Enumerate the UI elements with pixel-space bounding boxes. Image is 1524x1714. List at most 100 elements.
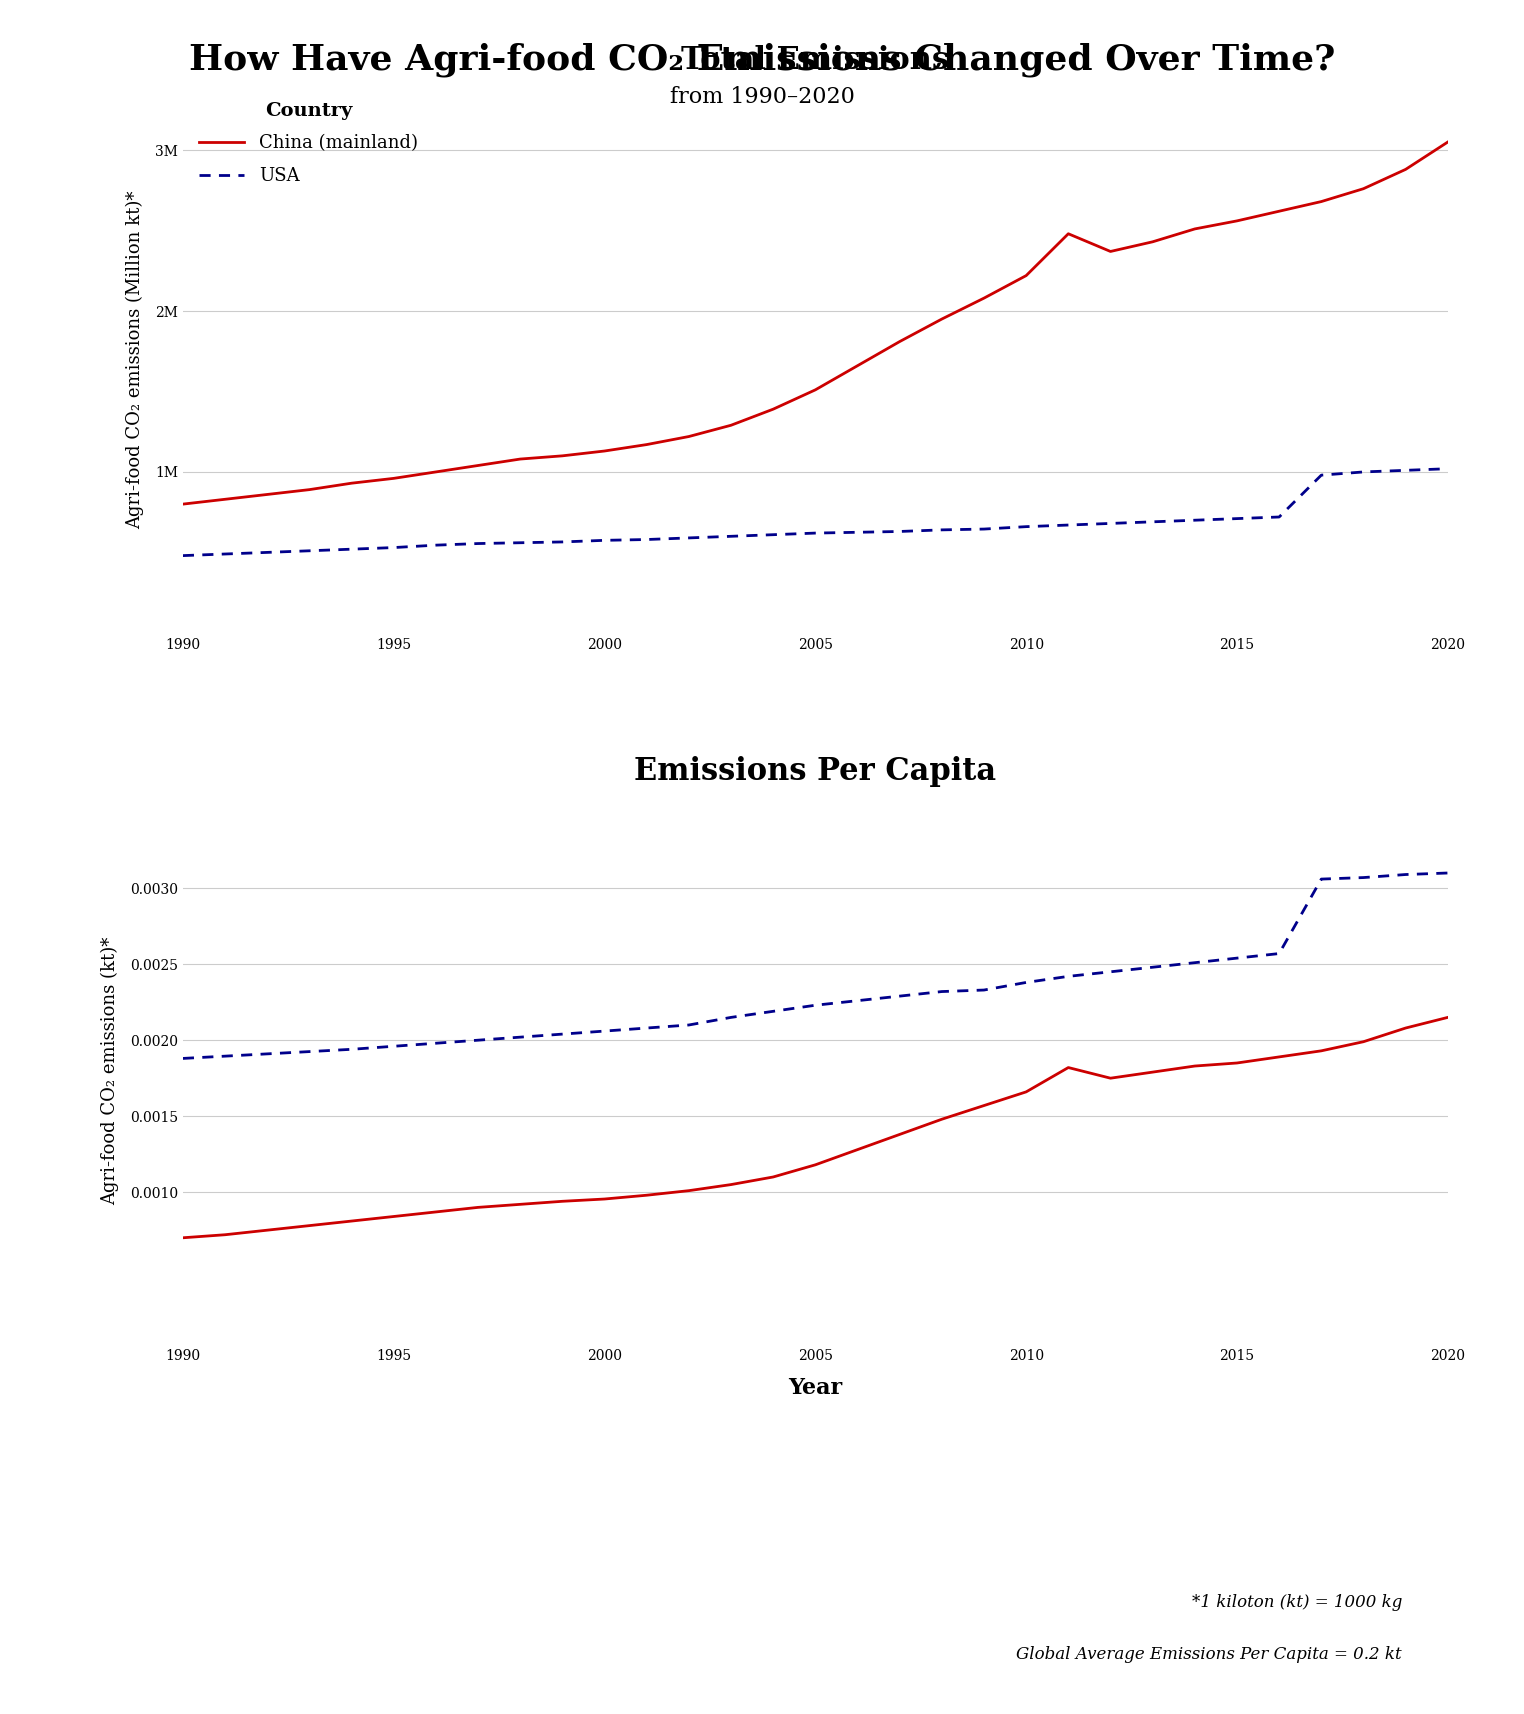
China (mainland) [1269,1047,1288,1068]
USA [1186,511,1204,531]
USA [849,523,867,543]
China (mainland) [300,1215,319,1236]
China (mainland) [553,1191,572,1212]
China (mainland) [806,1155,824,1176]
China (mainland) [1228,1052,1247,1073]
China (mainland) [849,355,867,375]
USA [1396,864,1414,884]
USA [1102,512,1120,533]
USA [1017,516,1035,536]
USA [1355,461,1373,482]
USA [216,543,235,564]
USA [553,531,572,552]
China (mainland) [1396,159,1414,180]
Line: China (mainland): China (mainland) [183,1018,1448,1238]
China (mainland) [1143,1063,1161,1083]
China (mainland) [1439,132,1457,153]
China (mainland) [722,1174,741,1195]
China (mainland) [1059,223,1077,243]
Y-axis label: Agri-food CO₂ emissions (Million kt)*: Agri-food CO₂ emissions (Million kt)* [125,190,143,528]
China (mainland) [258,1220,276,1241]
USA [680,528,698,548]
China (mainland) [764,399,782,420]
USA [764,524,782,545]
USA [300,540,319,560]
USA [849,991,867,1011]
USA [553,1023,572,1044]
USA [1143,511,1161,531]
China (mainland) [469,456,488,476]
China (mainland) [1102,1068,1120,1088]
USA [511,533,529,554]
China (mainland) [384,468,402,488]
USA [637,530,655,550]
China (mainland) [511,1195,529,1215]
China (mainland) [1312,1040,1330,1061]
China (mainland) [1143,231,1161,252]
USA [637,1018,655,1039]
USA [343,538,361,559]
China (mainland) [849,1140,867,1160]
China (mainland) [1396,1018,1414,1039]
China (mainland) [1269,201,1288,221]
China (mainland) [1017,266,1035,286]
USA [933,982,951,1003]
USA [511,1027,529,1047]
USA [1269,943,1288,963]
USA [1143,956,1161,977]
China (mainland) [174,1227,192,1248]
China (mainland) [680,427,698,447]
USA [722,1008,741,1028]
USA [975,519,994,540]
China (mainland) [1355,178,1373,199]
USA [300,1042,319,1063]
China (mainland) [1228,211,1247,231]
USA [343,1039,361,1059]
Legend: China (mainland), USA: China (mainland), USA [192,94,425,192]
China (mainland) [890,331,908,351]
USA [384,536,402,557]
China (mainland) [975,288,994,309]
USA [1439,458,1457,478]
USA [384,1035,402,1056]
USA [1017,972,1035,992]
USA [427,535,445,555]
USA [1396,459,1414,480]
China (mainland) [596,1190,614,1210]
Line: USA: USA [183,468,1448,555]
China (mainland) [427,1202,445,1222]
China (mainland) [343,473,361,494]
Text: *1 kiloton (kt) = 1000 kg: *1 kiloton (kt) = 1000 kg [1192,1594,1402,1611]
China (mainland) [1439,1008,1457,1028]
USA [469,1030,488,1051]
USA [427,1034,445,1054]
China (mainland) [596,440,614,461]
China (mainland) [1017,1082,1035,1102]
China (mainland) [427,461,445,482]
China (mainland) [890,1124,908,1145]
Title: Total Emissions: Total Emissions [681,45,949,75]
USA [1228,948,1247,968]
USA [1312,869,1330,890]
USA [764,1001,782,1022]
China (mainland) [1186,219,1204,240]
USA [596,530,614,550]
USA [1059,514,1077,535]
USA [469,533,488,554]
China (mainland) [806,379,824,399]
China (mainland) [1312,192,1330,213]
China (mainland) [511,449,529,470]
USA [596,1022,614,1042]
USA [680,1015,698,1035]
China (mainland) [933,309,951,329]
China (mainland) [975,1095,994,1116]
USA [174,1049,192,1070]
X-axis label: Year: Year [788,1376,843,1399]
China (mainland) [174,494,192,514]
China (mainland) [553,446,572,466]
China (mainland) [764,1167,782,1188]
USA [722,526,741,547]
China (mainland) [216,488,235,509]
USA [258,1044,276,1064]
Text: from 1990–2020: from 1990–2020 [669,86,855,108]
